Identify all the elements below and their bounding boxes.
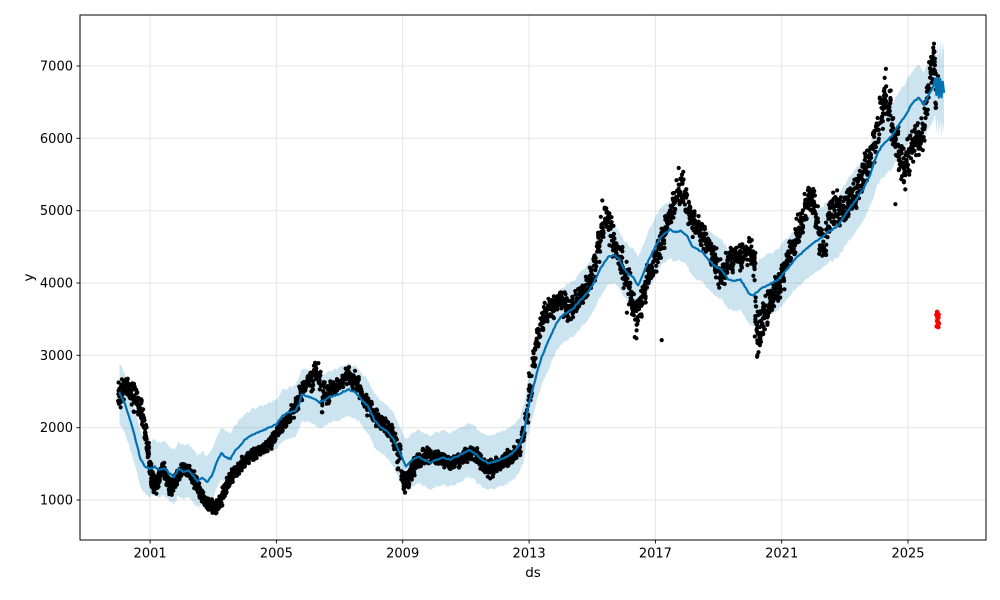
x-tick-label: 2013 (513, 547, 546, 562)
tick-marks (76, 65, 909, 544)
y-tick-label: 6000 (40, 132, 73, 147)
y-tick-label: 2000 (40, 421, 73, 436)
x-tick-label: 2025 (891, 547, 924, 562)
x-tick-labels: 2001 2005 2009 2013 2017 2021 2025 (134, 547, 925, 562)
y-tick-label: 7000 (40, 60, 73, 75)
x-tick-label: 2021 (765, 547, 798, 562)
outlier-scatter (934, 309, 942, 330)
y-tick-label: 1000 (40, 494, 73, 509)
plot-frame (79, 14, 987, 541)
y-tick-label: 4000 (40, 277, 73, 292)
forecast-line (118, 76, 946, 483)
x-tick-label: 2005 (260, 547, 293, 562)
y-tick-label: 5000 (40, 204, 73, 219)
y-axis-label: y (21, 274, 37, 282)
uncertainty-band (119, 38, 944, 510)
x-axis-label: ds (525, 565, 541, 581)
y-tick-label: 3000 (40, 349, 73, 364)
x-tick-label: 2001 (134, 547, 167, 562)
x-tick-label: 2009 (386, 547, 419, 562)
x-tick-label: 2017 (639, 547, 672, 562)
y-tick-labels: 1000 2000 3000 4000 5000 6000 7000 (40, 60, 73, 509)
